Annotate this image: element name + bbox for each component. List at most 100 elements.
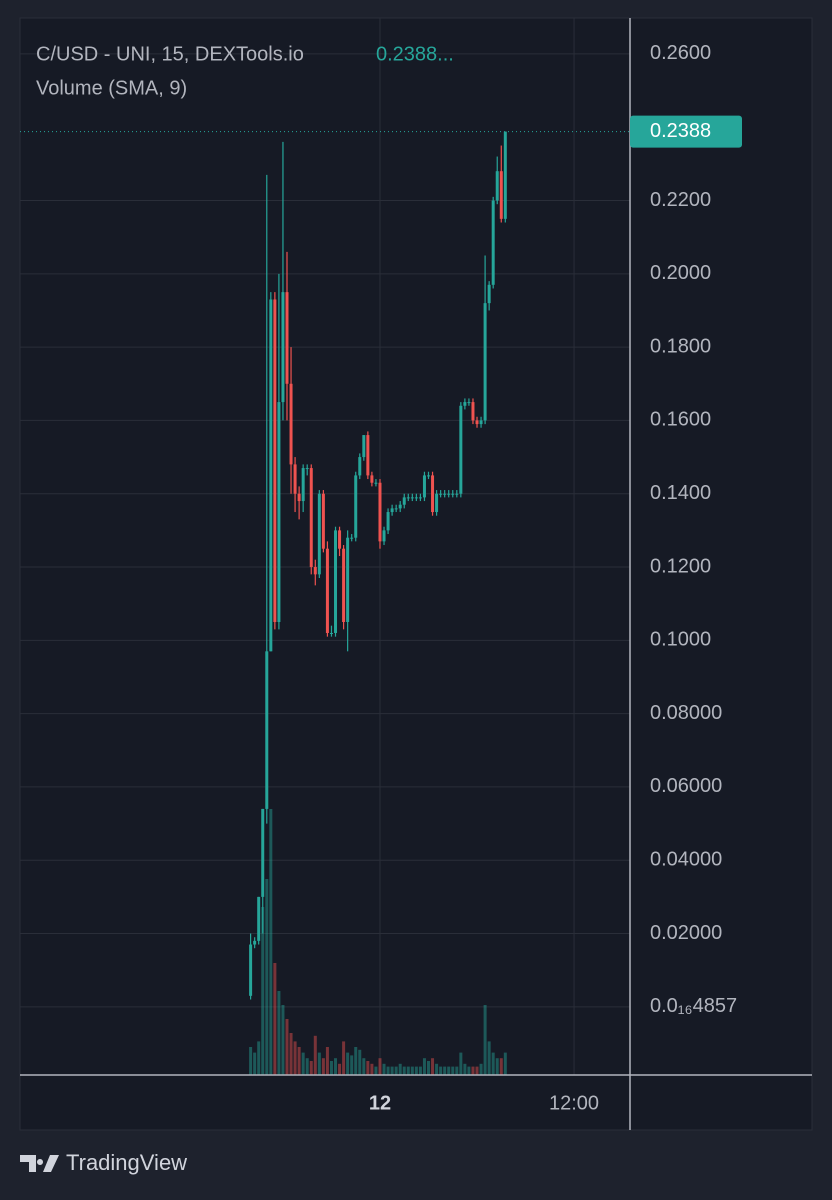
candle-body	[338, 530, 342, 549]
volume-bar	[479, 1063, 483, 1075]
candle-body	[439, 493, 443, 495]
volume-bar	[459, 1052, 463, 1075]
candle-body	[418, 497, 422, 499]
volume-bar	[265, 879, 269, 1075]
candle-body	[257, 896, 261, 941]
candle-body	[334, 530, 338, 633]
candle-body	[354, 475, 358, 538]
candle-body	[394, 508, 398, 510]
last-price-label: 0.2388	[650, 120, 711, 142]
volume-bar	[321, 1058, 325, 1075]
volume-bar	[398, 1063, 402, 1075]
logo-icon	[20, 1155, 59, 1172]
y-tick-label: 0.1000	[650, 629, 711, 651]
candle-body	[313, 567, 317, 575]
axes: 0.0₁₆4857 0.02000 0.04000 0.06000 0.08000 0.1…	[20, 42, 742, 1114]
volume-bar	[406, 1066, 410, 1075]
volume-bar	[443, 1066, 447, 1075]
candle-body	[281, 292, 285, 403]
candle-body	[374, 482, 378, 484]
candle-body	[447, 493, 451, 495]
volume-bar	[329, 1061, 333, 1075]
y-tick-label: 0.02000	[650, 922, 722, 944]
candle-body	[422, 475, 426, 498]
x-tick-label: 12	[369, 1092, 391, 1114]
last-price-badge	[630, 115, 742, 148]
chart-panel	[19, 17, 813, 1131]
volume-bar	[483, 1005, 487, 1075]
volume-bar	[261, 907, 265, 1075]
candle-body	[265, 651, 269, 809]
volume-bar	[435, 1063, 439, 1075]
volume-bar	[309, 1061, 313, 1075]
volume-bar	[414, 1066, 418, 1075]
candle-body	[483, 303, 487, 421]
volume-bar	[487, 1041, 491, 1075]
candle-body	[499, 171, 503, 219]
candle-body	[390, 508, 394, 513]
candle-body	[277, 402, 281, 622]
candle-body	[329, 632, 333, 634]
volume-bar	[354, 1047, 358, 1075]
candle-body	[495, 171, 499, 201]
volume-bar	[277, 991, 281, 1075]
volume-bar	[491, 1052, 495, 1075]
candle-body	[317, 493, 321, 575]
volume-bar	[471, 1066, 475, 1075]
candle-body	[451, 493, 455, 495]
candle-body	[370, 475, 374, 483]
volume-bar	[338, 1063, 342, 1075]
volume-bar	[249, 1047, 253, 1075]
volume-bar	[503, 1052, 507, 1075]
volume-bar	[394, 1066, 398, 1075]
candle-body	[293, 464, 297, 494]
volume-bar	[358, 1049, 362, 1075]
volume-bar	[402, 1066, 406, 1075]
candle-body	[463, 402, 467, 406]
candle-body	[358, 457, 362, 476]
candle-body	[410, 497, 414, 499]
candle-body	[325, 548, 329, 633]
volume-bar	[350, 1055, 354, 1075]
volume-bar	[257, 1041, 261, 1075]
candle-body	[455, 493, 459, 495]
volume-bar	[386, 1066, 390, 1075]
volume-bar	[455, 1066, 459, 1075]
volume-bar	[431, 1058, 435, 1075]
candle-body	[321, 493, 325, 549]
candle-body	[346, 537, 350, 622]
candle-body	[459, 405, 463, 494]
x-tick-label: 12:00	[549, 1092, 599, 1114]
candle-body	[503, 131, 507, 219]
volume-bar	[447, 1066, 451, 1075]
candle-body	[301, 468, 305, 502]
volume-bar	[422, 1058, 426, 1075]
candle-body	[471, 402, 475, 421]
volume-bar	[317, 1052, 321, 1075]
candle-body	[487, 284, 491, 304]
candle-body	[297, 493, 301, 502]
candle-body	[342, 548, 346, 622]
volume-bar	[499, 1058, 503, 1075]
brand: TradingView	[66, 1150, 187, 1175]
volume-bar	[467, 1066, 471, 1075]
volume-bar	[285, 1019, 289, 1075]
volume-bar	[451, 1066, 455, 1075]
candle-body	[289, 383, 293, 465]
volume-bar	[301, 1052, 305, 1075]
candle-body	[285, 292, 289, 384]
candle-body	[366, 435, 370, 476]
y-tick-label: 0.1400	[650, 482, 711, 504]
chart-subtitle: Volume (SMA, 9)	[36, 77, 187, 99]
candles	[249, 131, 507, 1000]
grid	[20, 18, 630, 1075]
volume-bar	[342, 1041, 346, 1075]
y-tick-label: 0.2600	[650, 42, 711, 64]
volume-pane	[249, 809, 507, 1075]
volume-bar	[269, 809, 273, 1075]
candle-body	[491, 200, 495, 285]
volume-bar	[289, 1033, 293, 1075]
volume-bar	[305, 1058, 309, 1075]
volume-bar	[334, 1058, 338, 1075]
y-tick-label: 0.1600	[650, 409, 711, 431]
